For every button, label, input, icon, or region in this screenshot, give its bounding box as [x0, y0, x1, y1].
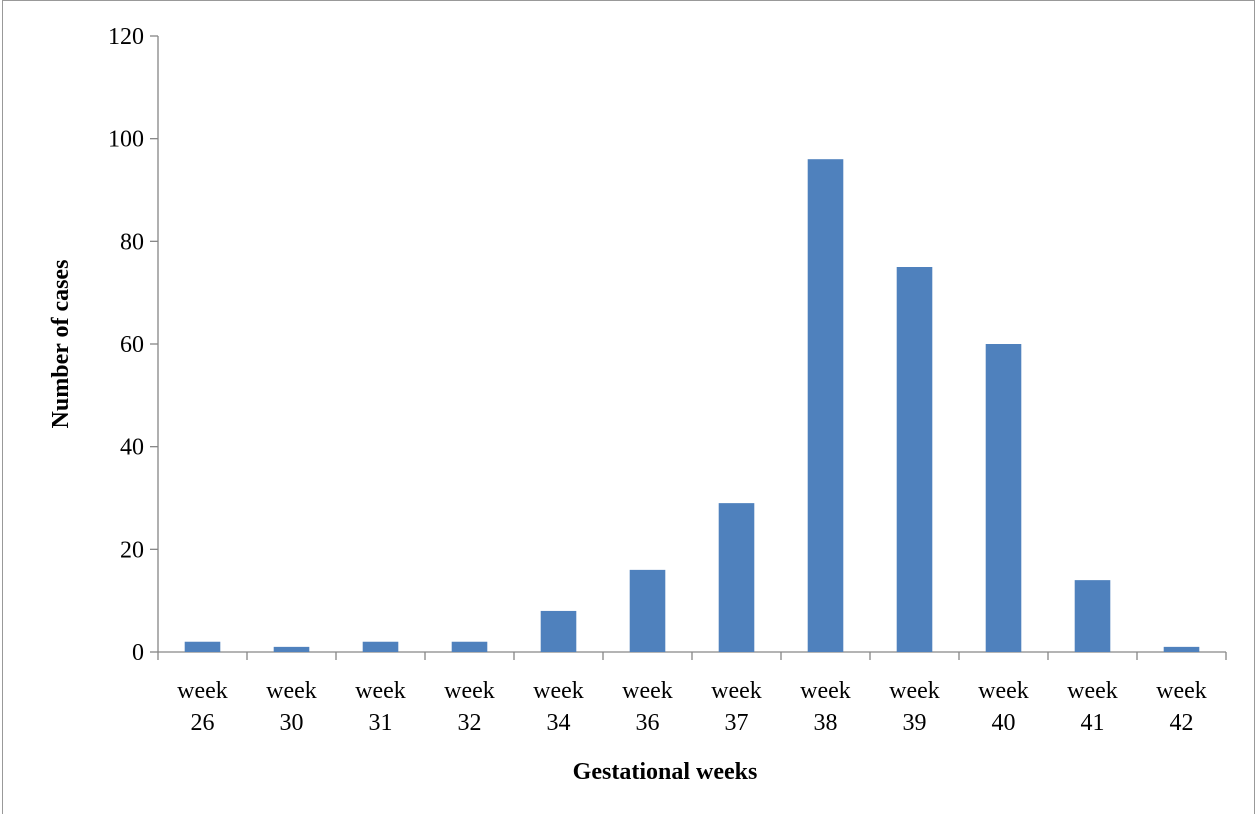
- x-tick-label: week 39: [889, 678, 940, 736]
- y-tick-label: 120: [108, 24, 144, 50]
- y-axis-label: Number of cases: [48, 260, 74, 429]
- x-tick-label: week 37: [711, 678, 762, 736]
- bar: [629, 569, 666, 652]
- x-tick-label: week 38: [800, 678, 851, 736]
- x-tick-label: week 31: [355, 678, 406, 736]
- bar: [896, 267, 933, 652]
- x-tick-label: week 34: [533, 678, 584, 736]
- x-axis-label: Gestational weeks: [573, 759, 758, 785]
- x-tick-label: week 40: [978, 678, 1029, 736]
- x-tick-label: week 41: [1067, 678, 1118, 736]
- x-tick-label: week 42: [1156, 678, 1207, 736]
- x-tick-label: week 36: [622, 678, 673, 736]
- bar: [718, 503, 755, 652]
- bar: [184, 641, 221, 652]
- bar: [451, 641, 488, 652]
- bar: [273, 646, 310, 652]
- bar: [807, 159, 844, 652]
- x-tick-label: week 32: [444, 678, 495, 736]
- y-tick-label: 60: [120, 332, 144, 358]
- y-tick-label: 40: [120, 435, 144, 461]
- bar: [540, 610, 577, 652]
- y-tick-label: 80: [120, 229, 144, 255]
- y-tick-label: 100: [108, 127, 144, 153]
- x-tick-label: week 26: [177, 678, 228, 736]
- bar: [1163, 646, 1200, 652]
- bar: [985, 344, 1022, 652]
- bar: [362, 641, 399, 652]
- bar: [1074, 580, 1111, 652]
- x-tick-label: week 30: [266, 678, 317, 736]
- y-tick-label: 0: [132, 640, 144, 666]
- y-tick-label: 20: [120, 537, 144, 563]
